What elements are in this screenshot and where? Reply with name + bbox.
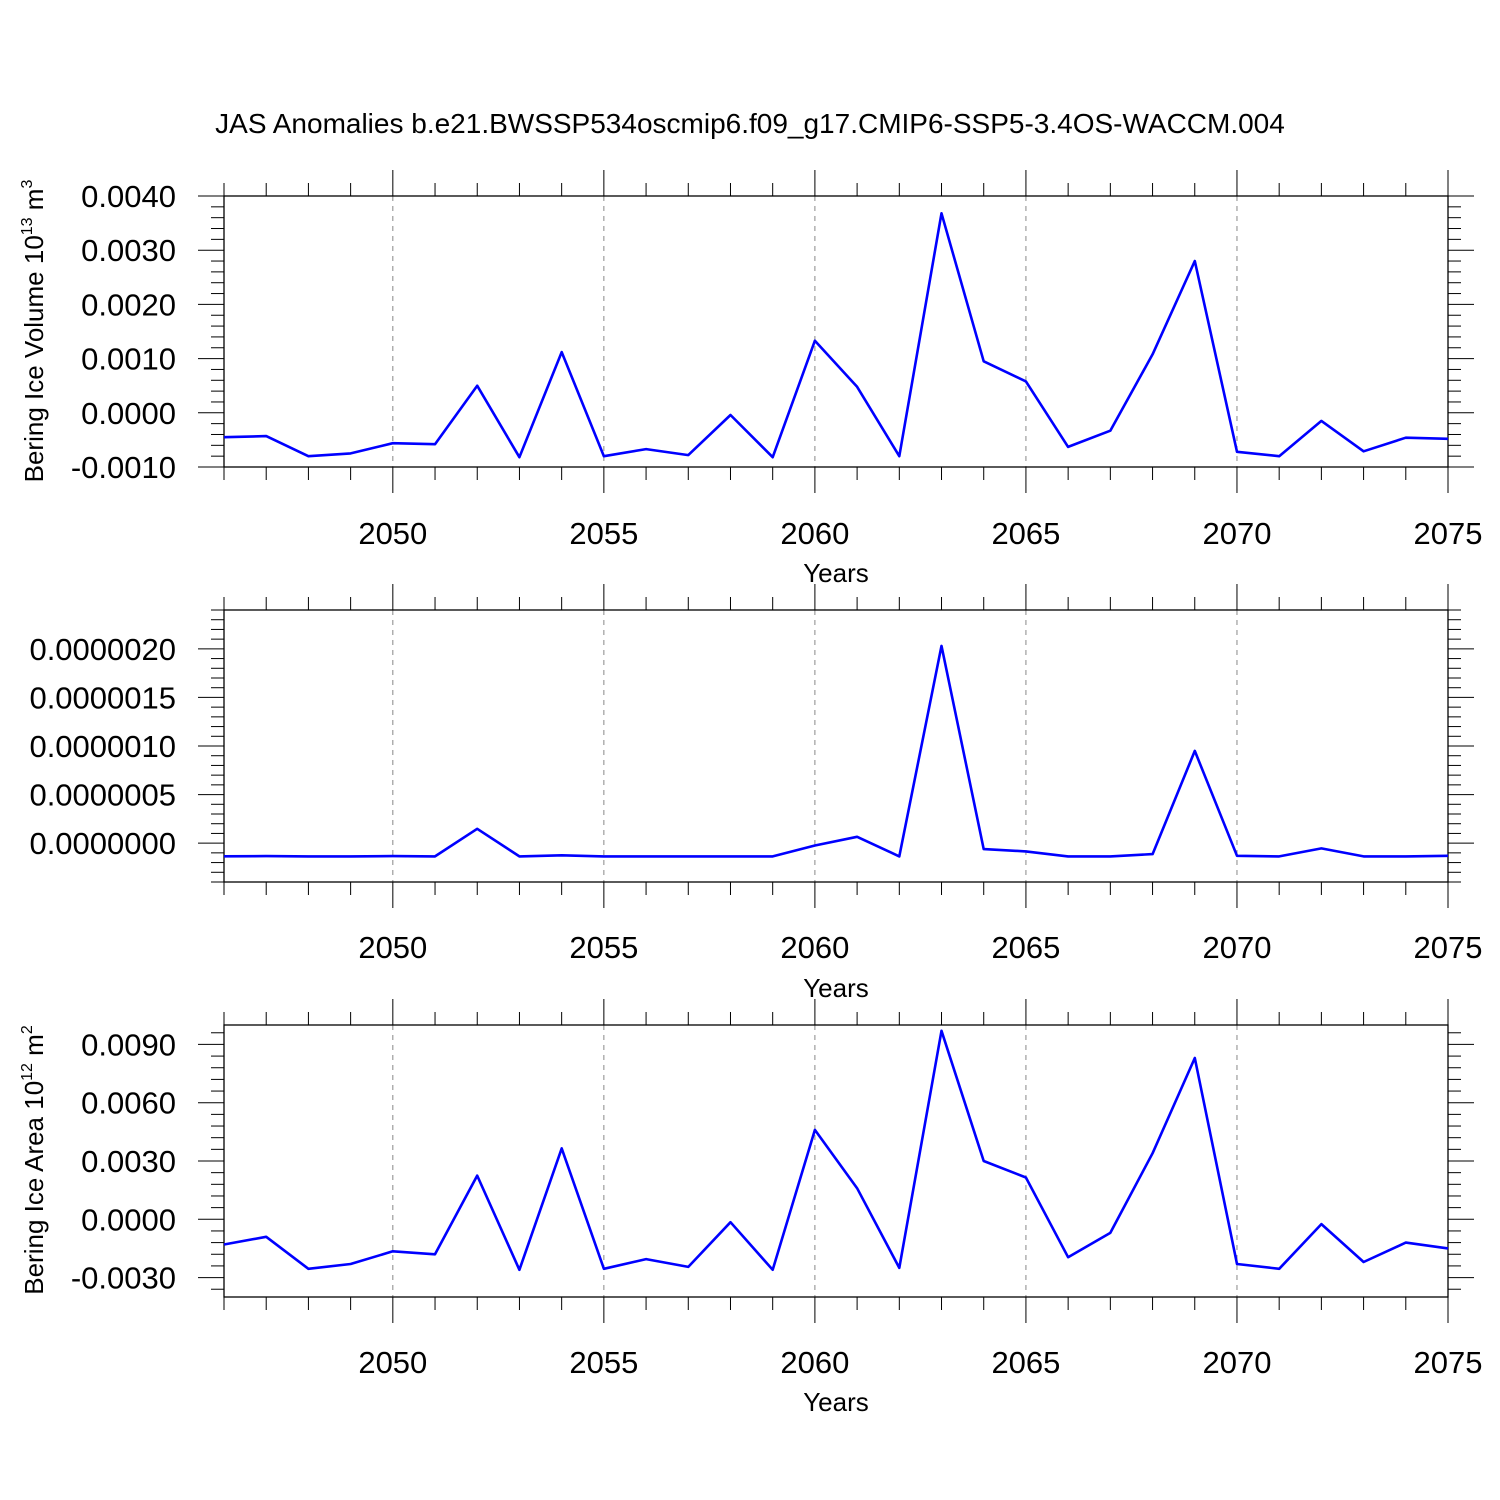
figure-title: JAS Anomalies b.e21.BWSSP534oscmip6.f09_… — [215, 108, 1285, 139]
x-tick-label: 2055 — [569, 1345, 638, 1380]
x-tick-label: 2050 — [358, 516, 427, 551]
panel-ice-area-ylabel: Bering Ice Area 1012 m2 — [19, 1025, 49, 1295]
x-tick-label: 2065 — [991, 1345, 1060, 1380]
y-tick-label: 0.0020 — [81, 287, 176, 322]
x-tick-label: 2075 — [1414, 516, 1483, 551]
y-tick-label: 0.0000 — [81, 1202, 176, 1237]
x-tick-label: 2060 — [780, 1345, 849, 1380]
x-tick-label: 2050 — [358, 1345, 427, 1380]
y-tick-label: 0.0040 — [81, 179, 176, 214]
x-tick-label: 2070 — [1202, 930, 1271, 965]
x-tick-label: 2065 — [991, 930, 1060, 965]
x-tick-label: 2055 — [569, 930, 638, 965]
y-tick-label: 0.0090 — [81, 1027, 176, 1062]
y-tick-label: 0.0000005 — [29, 778, 176, 813]
series-line — [223, 1029, 1449, 1272]
y-tick-label: 0.0010 — [81, 342, 176, 377]
y-tick-label: 0.0030 — [81, 233, 176, 268]
series-line — [223, 644, 1449, 858]
y-tick-label: 0.0000010 — [29, 729, 176, 764]
panel-ice-area-xlabel: Years — [803, 1387, 869, 1417]
x-tick-label: 2050 — [358, 930, 427, 965]
panel-middle: Years 2050 2055 2060 2065 2070 2075 0.0000000 0… — [29, 584, 1482, 1003]
panel-ice-volume-ylabel: Bering Ice Volume 1013 m3 — [19, 180, 49, 483]
y-tick-label: 0.0000015 — [29, 680, 176, 715]
panel-ice-volume: Bering Ice Volume 1013 m3 Years 2050 2055… — [19, 170, 1482, 588]
x-tick-label: 2060 — [780, 516, 849, 551]
x-tick-label: 2060 — [780, 930, 849, 965]
x-tick-label: 2055 — [569, 516, 638, 551]
x-tick-label: 2065 — [991, 516, 1060, 551]
y-tick-label: -0.0010 — [71, 450, 176, 485]
x-tick-label: 2070 — [1202, 516, 1271, 551]
y-tick-label: 0.0030 — [81, 1144, 176, 1179]
plot-frame — [223, 195, 1449, 468]
panel-ice-area: Bering Ice Area 1012 m2 Years 2050 2055 20… — [19, 999, 1482, 1417]
x-tick-label: 2070 — [1202, 1345, 1271, 1380]
y-tick-label: 0.0060 — [81, 1086, 176, 1121]
y-tick-label: -0.0030 — [71, 1261, 176, 1296]
y-tick-label: 0.0000020 — [29, 632, 176, 667]
y-tick-label: 0.0000000 — [29, 826, 176, 861]
y-tick-label: 0.0000 — [81, 396, 176, 431]
series-line — [223, 212, 1449, 459]
x-tick-label: 2075 — [1414, 930, 1483, 965]
panel-ice-volume-xlabel: Years — [803, 558, 869, 588]
panel-middle-xlabel: Years — [803, 973, 869, 1003]
x-tick-label: 2075 — [1414, 1345, 1483, 1380]
